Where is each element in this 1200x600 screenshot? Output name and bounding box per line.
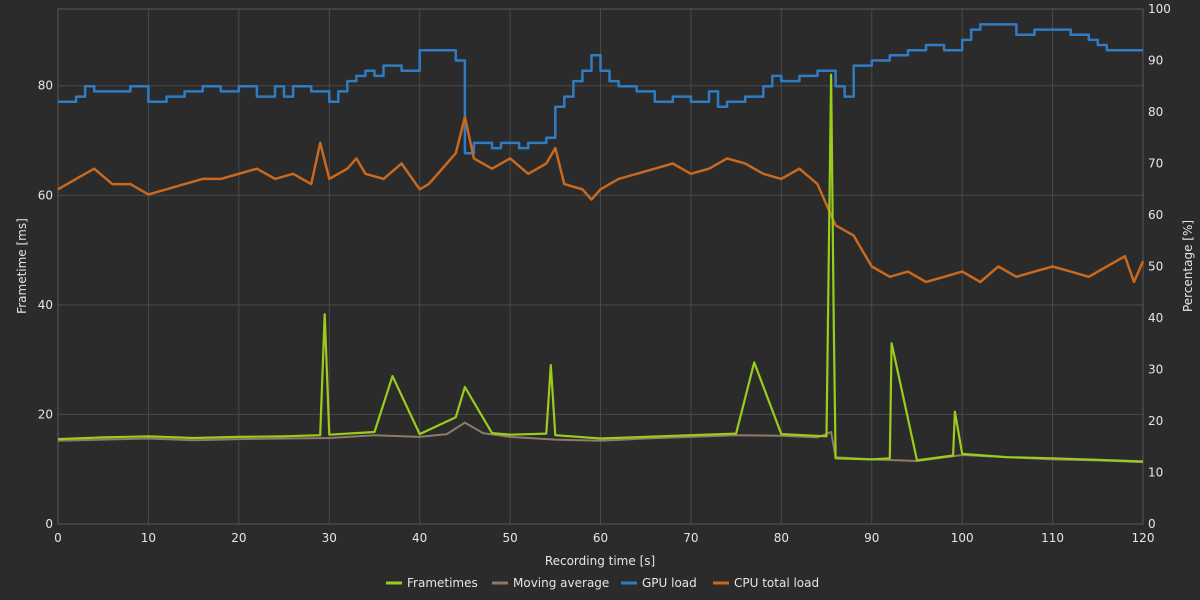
y-right-tick-label: 60 [1148, 208, 1163, 222]
y-right-tick-label: 20 [1148, 414, 1163, 428]
y-left-tick-label: 60 [38, 188, 53, 202]
y-right-tick-label: 100 [1148, 2, 1171, 16]
x-tick-label: 50 [502, 531, 517, 545]
legend-item-frametimes[interactable]: Frametimes [386, 576, 478, 590]
y-right-tick-label: 90 [1148, 54, 1163, 68]
x-tick-label: 100 [951, 531, 974, 545]
x-tick-label: 80 [774, 531, 789, 545]
series-line-gpu-load [58, 23, 1143, 155]
x-tick-label: 40 [412, 531, 427, 545]
x-tick-label: 20 [231, 531, 246, 545]
x-tick-label: 30 [322, 531, 337, 545]
legend-label-frametimes: Frametimes [407, 576, 478, 590]
legend-item-cpu-total-load[interactable]: CPU total load [713, 576, 819, 590]
y-left-tick-label: 40 [38, 298, 53, 312]
x-tick-label: 10 [141, 531, 156, 545]
x-axis-label: Recording time [s] [545, 554, 655, 568]
series-layer [57, 23, 1145, 464]
y-right-tick-label: 70 [1148, 157, 1163, 171]
y-right-tick-label: 50 [1148, 260, 1163, 274]
x-tick-label: 60 [593, 531, 608, 545]
y-axis-left-label: Frametime [ms] [15, 218, 29, 314]
series-line-frametimes [57, 73, 1144, 463]
tick-labels: 0 10 20 30 40 50 60 70 80 90 100 110 120020406080010… [38, 2, 1171, 545]
x-tick-label: 110 [1041, 531, 1064, 545]
legend-label-moving-average: Moving average [513, 576, 609, 590]
y-right-tick-label: 80 [1148, 105, 1163, 119]
x-tick-label: 90 [864, 531, 879, 545]
legend-label-gpu-load: GPU load [642, 576, 697, 590]
legend: Frametimes Moving average GPU load CPU t… [386, 576, 819, 590]
y-right-tick-label: 10 [1148, 466, 1163, 480]
y-axis-right-label: Percentage [%] [1181, 220, 1195, 312]
y-left-tick-label: 0 [45, 517, 53, 531]
x-tick-label: 70 [683, 531, 698, 545]
y-right-tick-label: 30 [1148, 363, 1163, 377]
x-tick-label: 0 [54, 531, 62, 545]
y-left-tick-label: 80 [38, 79, 53, 93]
plot-frame [57, 8, 1144, 525]
legend-label-cpu-total-load: CPU total load [734, 576, 819, 590]
y-right-tick-label: 40 [1148, 311, 1163, 325]
legend-item-moving-average[interactable]: Moving average [492, 576, 609, 590]
series-line-cpu-total-load [57, 115, 1145, 284]
legend-item-gpu-load[interactable]: GPU load [621, 576, 697, 590]
y-left-tick-label: 20 [38, 407, 53, 421]
x-tick-label: 120 [1132, 531, 1155, 545]
y-right-tick-label: 0 [1148, 517, 1156, 531]
